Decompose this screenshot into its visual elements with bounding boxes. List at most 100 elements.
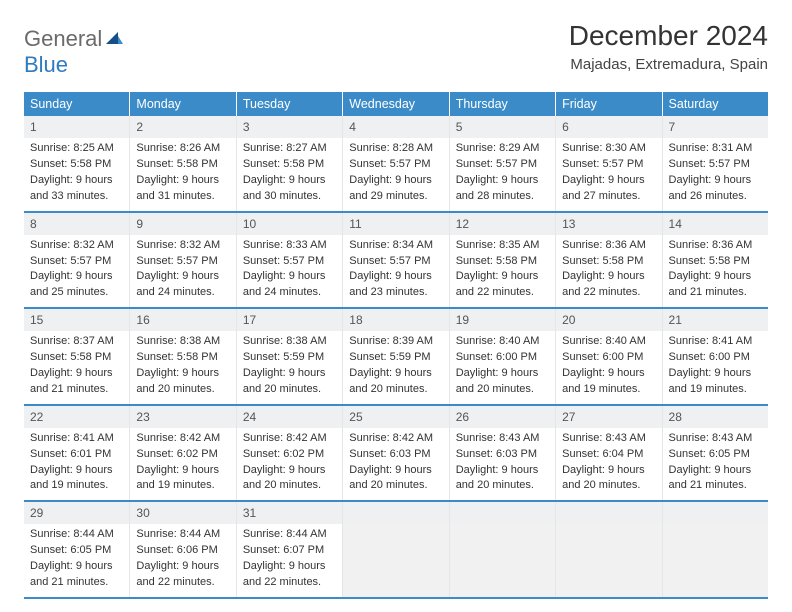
- day-body: Sunrise: 8:36 AMSunset: 5:58 PMDaylight:…: [556, 235, 661, 307]
- calendar-day: 30Sunrise: 8:44 AMSunset: 6:06 PMDayligh…: [130, 502, 236, 597]
- day-number: 27: [556, 406, 661, 428]
- daylight-text-1: Daylight: 9 hours: [349, 366, 442, 381]
- day-body: Sunrise: 8:39 AMSunset: 5:59 PMDaylight:…: [343, 331, 448, 403]
- title-block: December 2024 Majadas, Extremadura, Spai…: [569, 20, 768, 73]
- sunset-text: Sunset: 5:57 PM: [349, 157, 442, 172]
- calendar-day: 25Sunrise: 8:42 AMSunset: 6:03 PMDayligh…: [343, 406, 449, 501]
- day-body: Sunrise: 8:44 AMSunset: 6:06 PMDaylight:…: [130, 524, 235, 596]
- sunrise-text: Sunrise: 8:44 AM: [243, 527, 336, 542]
- sunset-text: Sunset: 5:58 PM: [30, 157, 123, 172]
- sunrise-text: Sunrise: 8:36 AM: [669, 238, 762, 253]
- daylight-text-1: Daylight: 9 hours: [136, 173, 229, 188]
- sunrise-text: Sunrise: 8:41 AM: [669, 334, 762, 349]
- sunset-text: Sunset: 5:57 PM: [669, 157, 762, 172]
- daylight-text-2: and 21 minutes.: [30, 382, 123, 397]
- daylight-text-2: and 24 minutes.: [243, 285, 336, 300]
- page-title: December 2024: [569, 20, 768, 52]
- sail-icon: [104, 30, 124, 51]
- weekday-header: Sunday: [24, 92, 130, 116]
- weekday-header: Wednesday: [343, 92, 449, 116]
- daylight-text-2: and 19 minutes.: [562, 382, 655, 397]
- day-body: Sunrise: 8:42 AMSunset: 6:03 PMDaylight:…: [343, 428, 448, 500]
- day-number: 24: [237, 406, 342, 428]
- daylight-text-1: Daylight: 9 hours: [562, 463, 655, 478]
- daylight-text-1: Daylight: 9 hours: [562, 173, 655, 188]
- calendar-day: 2Sunrise: 8:26 AMSunset: 5:58 PMDaylight…: [130, 116, 236, 211]
- weekday-header: Monday: [130, 92, 236, 116]
- day-number: 9: [130, 213, 235, 235]
- sunrise-text: Sunrise: 8:38 AM: [136, 334, 229, 349]
- day-number: 13: [556, 213, 661, 235]
- day-body: Sunrise: 8:27 AMSunset: 5:58 PMDaylight:…: [237, 138, 342, 210]
- daylight-text-1: Daylight: 9 hours: [349, 463, 442, 478]
- daylight-text-2: and 21 minutes.: [30, 575, 123, 590]
- sunrise-text: Sunrise: 8:42 AM: [243, 431, 336, 446]
- daylight-text-1: Daylight: 9 hours: [456, 269, 549, 284]
- daylight-text-2: and 20 minutes.: [243, 382, 336, 397]
- day-number: 20: [556, 309, 661, 331]
- sunrise-text: Sunrise: 8:34 AM: [349, 238, 442, 253]
- calendar-week: 8Sunrise: 8:32 AMSunset: 5:57 PMDaylight…: [24, 213, 768, 310]
- daylight-text-2: and 29 minutes.: [349, 189, 442, 204]
- day-body: Sunrise: 8:32 AMSunset: 5:57 PMDaylight:…: [24, 235, 129, 307]
- calendar-day: 19Sunrise: 8:40 AMSunset: 6:00 PMDayligh…: [450, 309, 556, 404]
- calendar-day: 13Sunrise: 8:36 AMSunset: 5:58 PMDayligh…: [556, 213, 662, 308]
- daylight-text-1: Daylight: 9 hours: [669, 269, 762, 284]
- day-number-empty: [450, 502, 555, 524]
- daylight-text-1: Daylight: 9 hours: [349, 173, 442, 188]
- sunrise-text: Sunrise: 8:42 AM: [136, 431, 229, 446]
- daylight-text-2: and 20 minutes.: [562, 478, 655, 493]
- daylight-text-2: and 21 minutes.: [669, 285, 762, 300]
- sunset-text: Sunset: 5:58 PM: [456, 254, 549, 269]
- calendar-day: 9Sunrise: 8:32 AMSunset: 5:57 PMDaylight…: [130, 213, 236, 308]
- daylight-text-1: Daylight: 9 hours: [243, 366, 336, 381]
- sunset-text: Sunset: 6:02 PM: [136, 447, 229, 462]
- sunset-text: Sunset: 6:00 PM: [669, 350, 762, 365]
- sunset-text: Sunset: 5:58 PM: [669, 254, 762, 269]
- sunset-text: Sunset: 6:03 PM: [349, 447, 442, 462]
- daylight-text-2: and 22 minutes.: [456, 285, 549, 300]
- daylight-text-1: Daylight: 9 hours: [562, 366, 655, 381]
- daylight-text-2: and 31 minutes.: [136, 189, 229, 204]
- sunset-text: Sunset: 6:07 PM: [243, 543, 336, 558]
- day-number-empty: [556, 502, 661, 524]
- daylight-text-2: and 30 minutes.: [243, 189, 336, 204]
- weekday-header: Friday: [556, 92, 662, 116]
- calendar-day: 24Sunrise: 8:42 AMSunset: 6:02 PMDayligh…: [237, 406, 343, 501]
- daylight-text-1: Daylight: 9 hours: [243, 173, 336, 188]
- calendar-week: 15Sunrise: 8:37 AMSunset: 5:58 PMDayligh…: [24, 309, 768, 406]
- day-number: 31: [237, 502, 342, 524]
- day-body: Sunrise: 8:43 AMSunset: 6:04 PMDaylight:…: [556, 428, 661, 500]
- sunrise-text: Sunrise: 8:32 AM: [30, 238, 123, 253]
- sunrise-text: Sunrise: 8:26 AM: [136, 141, 229, 156]
- sunrise-text: Sunrise: 8:43 AM: [456, 431, 549, 446]
- calendar-day: 6Sunrise: 8:30 AMSunset: 5:57 PMDaylight…: [556, 116, 662, 211]
- daylight-text-2: and 22 minutes.: [136, 575, 229, 590]
- sunset-text: Sunset: 5:57 PM: [30, 254, 123, 269]
- calendar-day: 12Sunrise: 8:35 AMSunset: 5:58 PMDayligh…: [450, 213, 556, 308]
- day-number: 15: [24, 309, 129, 331]
- calendar-day: 27Sunrise: 8:43 AMSunset: 6:04 PMDayligh…: [556, 406, 662, 501]
- day-number: 30: [130, 502, 235, 524]
- sunrise-text: Sunrise: 8:35 AM: [456, 238, 549, 253]
- sunrise-text: Sunrise: 8:28 AM: [349, 141, 442, 156]
- day-body: Sunrise: 8:28 AMSunset: 5:57 PMDaylight:…: [343, 138, 448, 210]
- day-body: Sunrise: 8:38 AMSunset: 5:58 PMDaylight:…: [130, 331, 235, 403]
- sunrise-text: Sunrise: 8:31 AM: [669, 141, 762, 156]
- calendar-day: 31Sunrise: 8:44 AMSunset: 6:07 PMDayligh…: [237, 502, 343, 597]
- sunrise-text: Sunrise: 8:39 AM: [349, 334, 442, 349]
- calendar-day: 16Sunrise: 8:38 AMSunset: 5:58 PMDayligh…: [130, 309, 236, 404]
- calendar-day: 23Sunrise: 8:42 AMSunset: 6:02 PMDayligh…: [130, 406, 236, 501]
- day-body: Sunrise: 8:44 AMSunset: 6:05 PMDaylight:…: [24, 524, 129, 596]
- day-body: Sunrise: 8:33 AMSunset: 5:57 PMDaylight:…: [237, 235, 342, 307]
- day-body: Sunrise: 8:26 AMSunset: 5:58 PMDaylight:…: [130, 138, 235, 210]
- calendar-day: 15Sunrise: 8:37 AMSunset: 5:58 PMDayligh…: [24, 309, 130, 404]
- day-number: 22: [24, 406, 129, 428]
- daylight-text-1: Daylight: 9 hours: [669, 366, 762, 381]
- day-number: 1: [24, 116, 129, 138]
- logo: General Blue: [24, 26, 124, 78]
- day-body: Sunrise: 8:25 AMSunset: 5:58 PMDaylight:…: [24, 138, 129, 210]
- sunset-text: Sunset: 5:58 PM: [562, 254, 655, 269]
- day-body: Sunrise: 8:42 AMSunset: 6:02 PMDaylight:…: [130, 428, 235, 500]
- day-body: Sunrise: 8:42 AMSunset: 6:02 PMDaylight:…: [237, 428, 342, 500]
